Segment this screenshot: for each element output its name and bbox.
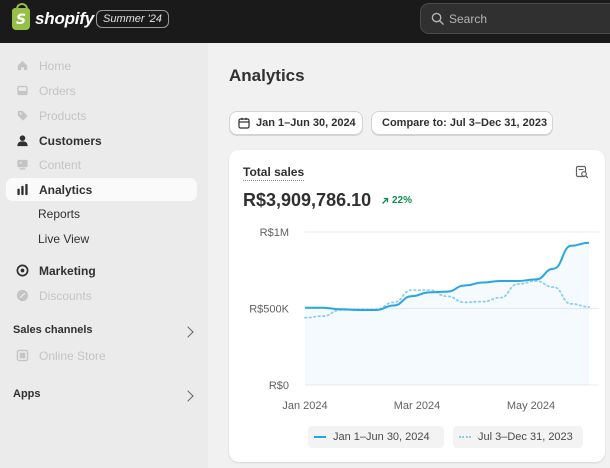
sidebar-item-marketing[interactable]: Marketing xyxy=(6,259,197,282)
sidebar-item-orders[interactable]: Orders xyxy=(6,79,197,102)
shopify-bag-icon: S xyxy=(12,3,30,30)
date-range-button[interactable]: Jan 1–Jun 30, 2024 xyxy=(229,111,363,135)
apps-heading[interactable]: Apps xyxy=(13,388,41,400)
shopify-logo[interactable]: S shopify xyxy=(12,3,95,30)
delta-value: 22% xyxy=(392,195,413,206)
sidebar-item-online-store[interactable]: Online Store xyxy=(6,344,197,367)
sidebar-item-discounts[interactable]: Discounts xyxy=(6,284,197,307)
chevron-right-icon[interactable] xyxy=(182,326,194,338)
sidebar-item-analytics[interactable]: Analytics xyxy=(6,178,197,201)
search-input[interactable]: Search xyxy=(420,3,610,34)
sidebar-item-customers[interactable]: Customers xyxy=(6,129,197,152)
inbox-icon xyxy=(15,84,29,98)
sidebar-item-label: Online Store xyxy=(39,348,106,363)
chevron-right-icon[interactable] xyxy=(182,390,194,402)
person-icon xyxy=(15,134,29,148)
sidebar-item-label: Content xyxy=(39,157,82,172)
x-tick-label: Mar 2024 xyxy=(394,400,440,412)
arrow-up-right-icon xyxy=(382,197,389,204)
y-tick-label: R$1M xyxy=(260,227,289,239)
legend-label: Jul 3–Dec 31, 2023 xyxy=(478,431,573,443)
chart-bars-icon xyxy=(15,183,29,197)
home-icon xyxy=(15,59,29,73)
sales-channels-heading[interactable]: Sales channels xyxy=(13,324,93,336)
x-tick-label: May 2024 xyxy=(507,400,555,412)
store-icon xyxy=(15,349,29,363)
tag-icon xyxy=(15,109,29,123)
sidebar-item-label: Analytics xyxy=(39,182,93,197)
explore-report-icon[interactable] xyxy=(575,165,589,179)
page-title: Analytics xyxy=(229,66,305,85)
sidebar-item-label: Discounts xyxy=(39,288,92,303)
date-range-label: Jan 1–Jun 30, 2024 xyxy=(256,117,356,129)
top-bar: S shopify Summer '24 Search xyxy=(0,0,610,43)
legend-dotted-swatch xyxy=(459,436,471,438)
sidebar: Home Orders Products Customers Content A… xyxy=(0,43,208,468)
card-title[interactable]: Total sales xyxy=(243,165,305,181)
discount-icon xyxy=(15,289,29,303)
calendar-icon xyxy=(238,117,250,129)
content-icon xyxy=(15,158,29,172)
sidebar-item-products[interactable]: Products xyxy=(6,104,197,127)
sidebar-item-label: Orders xyxy=(39,83,76,98)
y-tick-label: R$500K xyxy=(249,304,289,316)
sidebar-subitem-live-view[interactable]: Live View xyxy=(38,232,90,246)
brand-name: shopify xyxy=(35,9,95,28)
compare-range-label: Compare to: Jul 3–Dec 31, 2023 xyxy=(382,117,548,129)
x-tick-label: Jan 2024 xyxy=(282,400,327,412)
legend-comparison-period[interactable]: Jul 3–Dec 31, 2023 xyxy=(453,426,583,448)
sidebar-item-content[interactable]: Content xyxy=(6,153,197,176)
sidebar-subitem-reports[interactable]: Reports xyxy=(38,207,81,221)
sidebar-item-label: Home xyxy=(39,58,72,73)
series-area xyxy=(305,242,589,385)
delta-badge: 22% xyxy=(381,195,412,206)
total-sales-chart: R$0 R$500K R$1M Jan 2024 Mar 2024 May 2024 xyxy=(249,227,599,412)
sidebar-item-home[interactable]: Home xyxy=(6,54,197,77)
legend-current-period[interactable]: Jan 1–Jun 30, 2024 xyxy=(308,426,444,448)
series-line-current xyxy=(304,241,590,312)
legend-solid-swatch xyxy=(314,436,326,438)
total-sales-card: R$0 R$500K R$1M Jan 2024 Mar 2024 May 2024 To… xyxy=(229,150,605,462)
target-icon xyxy=(15,264,29,278)
total-sales-value: R$3,909,786.10 xyxy=(243,190,372,210)
edition-badge[interactable]: Summer '24 xyxy=(96,10,169,28)
sidebar-item-label: Products xyxy=(39,108,87,123)
compare-range-button[interactable]: Compare to: Jul 3–Dec 31, 2023 xyxy=(371,111,553,135)
sidebar-item-label: Marketing xyxy=(39,263,96,278)
search-placeholder: Search xyxy=(449,12,488,26)
y-tick-label: R$0 xyxy=(269,380,289,392)
legend-label: Jan 1–Jun 30, 2024 xyxy=(333,431,430,443)
sidebar-item-label: Customers xyxy=(39,133,102,148)
search-icon xyxy=(431,12,444,25)
